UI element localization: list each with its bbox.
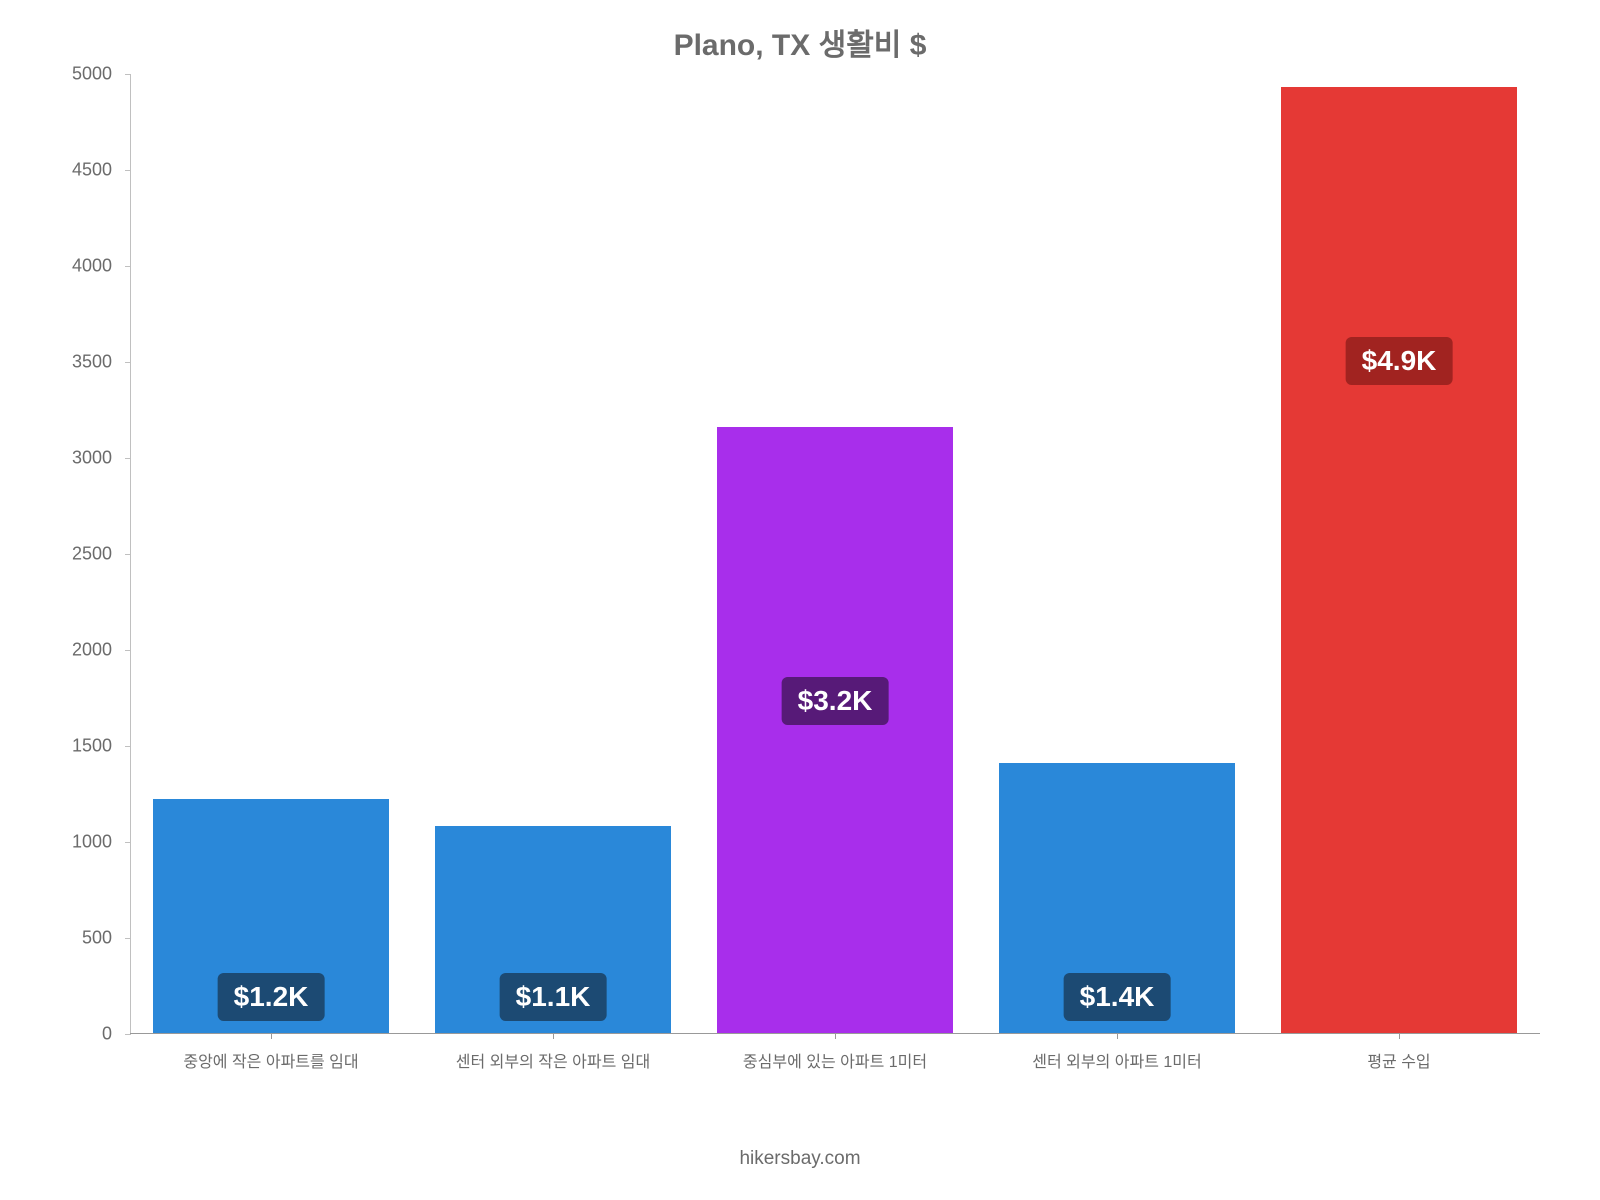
y-tick-label: 4000	[72, 256, 112, 277]
y-tick-label: 0	[102, 1024, 112, 1045]
bar-value-label: $1.1K	[500, 973, 607, 1021]
y-tick-mark	[125, 1034, 131, 1035]
y-tick-label: 3000	[72, 448, 112, 469]
bar: $4.9K	[1281, 87, 1518, 1033]
x-tick-mark	[1399, 1033, 1400, 1039]
y-tick-label: 2500	[72, 544, 112, 565]
x-tick-mark	[271, 1033, 272, 1039]
bar-value-label: $1.4K	[1064, 973, 1171, 1021]
chart-title: Plano, TX 생활비 $	[60, 20, 1540, 64]
bar: $3.2K	[717, 427, 954, 1033]
chart-container: Plano, TX 생활비 $ 0 500 1000 1500 2000 2500 3000…	[60, 20, 1540, 1060]
y-tick-label: 1000	[72, 832, 112, 853]
bar-slot: $1.4K	[976, 74, 1258, 1033]
plot-area: 0500100015002000250030003500400045005000…	[60, 74, 1540, 1034]
x-category-label: 평균 수입	[1258, 1048, 1540, 1072]
x-tick-mark	[1117, 1033, 1118, 1039]
y-tick-label: 2000	[72, 640, 112, 661]
bar-slot: $4.9K	[1258, 74, 1540, 1033]
bar-slot: $3.2K	[694, 74, 976, 1033]
bar: $1.4K	[999, 763, 1236, 1033]
bar: $1.2K	[153, 799, 390, 1033]
x-category-label: 센터 외부의 아파트 1미터	[976, 1048, 1258, 1072]
bar-slot: $1.2K	[130, 74, 412, 1033]
x-tick-mark	[553, 1033, 554, 1039]
y-tick-label: 5000	[72, 64, 112, 85]
y-tick-label: 500	[82, 928, 112, 949]
bar-value-label: $4.9K	[1346, 337, 1453, 385]
bar-slot: $1.1K	[412, 74, 694, 1033]
y-tick-label: 3500	[72, 352, 112, 373]
x-category-label: 중앙에 작은 아파트를 임대	[130, 1048, 412, 1072]
y-axis: 0500100015002000250030003500400045005000	[60, 74, 120, 1034]
attribution: hikersbay.com	[739, 1148, 860, 1170]
x-tick-mark	[835, 1033, 836, 1039]
y-tick-label: 4500	[72, 160, 112, 181]
x-labels: 중앙에 작은 아파트를 임대센터 외부의 작은 아파트 임대중심부에 있는 아파…	[130, 1048, 1540, 1072]
y-tick-label: 1500	[72, 736, 112, 757]
bar-value-label: $1.2K	[218, 973, 325, 1021]
x-category-label: 센터 외부의 작은 아파트 임대	[412, 1048, 694, 1072]
bar: $1.1K	[435, 826, 672, 1033]
bar-value-label: $3.2K	[782, 677, 889, 725]
x-category-label: 중심부에 있는 아파트 1미터	[694, 1048, 976, 1072]
bars-area: $1.2K $1.1K $3.2K $1.4K $4.9K	[130, 74, 1540, 1034]
